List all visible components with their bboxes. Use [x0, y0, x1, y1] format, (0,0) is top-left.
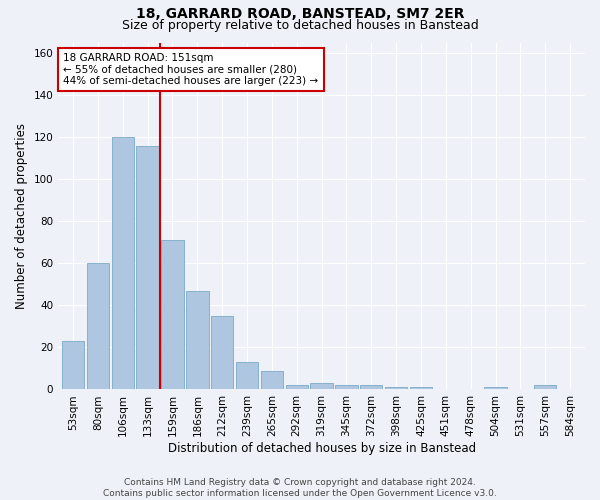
Bar [385, 388, 407, 390]
Bar [286, 386, 308, 390]
Bar [484, 388, 507, 390]
Bar [136, 146, 159, 390]
Text: Contains HM Land Registry data © Crown copyright and database right 2024.
Contai: Contains HM Land Registry data © Crown c… [103, 478, 497, 498]
Bar [62, 341, 84, 390]
X-axis label: Distribution of detached houses by size in Banstead: Distribution of detached houses by size … [167, 442, 476, 455]
Bar [236, 362, 258, 390]
Bar [186, 290, 209, 390]
Bar [410, 388, 432, 390]
Text: 18 GARRARD ROAD: 151sqm
← 55% of detached houses are smaller (280)
44% of semi-d: 18 GARRARD ROAD: 151sqm ← 55% of detache… [64, 53, 319, 86]
Bar [310, 383, 333, 390]
Bar [211, 316, 233, 390]
Bar [360, 386, 382, 390]
Bar [161, 240, 184, 390]
Bar [335, 386, 358, 390]
Bar [87, 264, 109, 390]
Bar [112, 137, 134, 390]
Text: 18, GARRARD ROAD, BANSTEAD, SM7 2ER: 18, GARRARD ROAD, BANSTEAD, SM7 2ER [136, 8, 464, 22]
Text: Size of property relative to detached houses in Banstead: Size of property relative to detached ho… [122, 19, 478, 32]
Bar [534, 386, 556, 390]
Y-axis label: Number of detached properties: Number of detached properties [15, 123, 28, 309]
Bar [260, 370, 283, 390]
